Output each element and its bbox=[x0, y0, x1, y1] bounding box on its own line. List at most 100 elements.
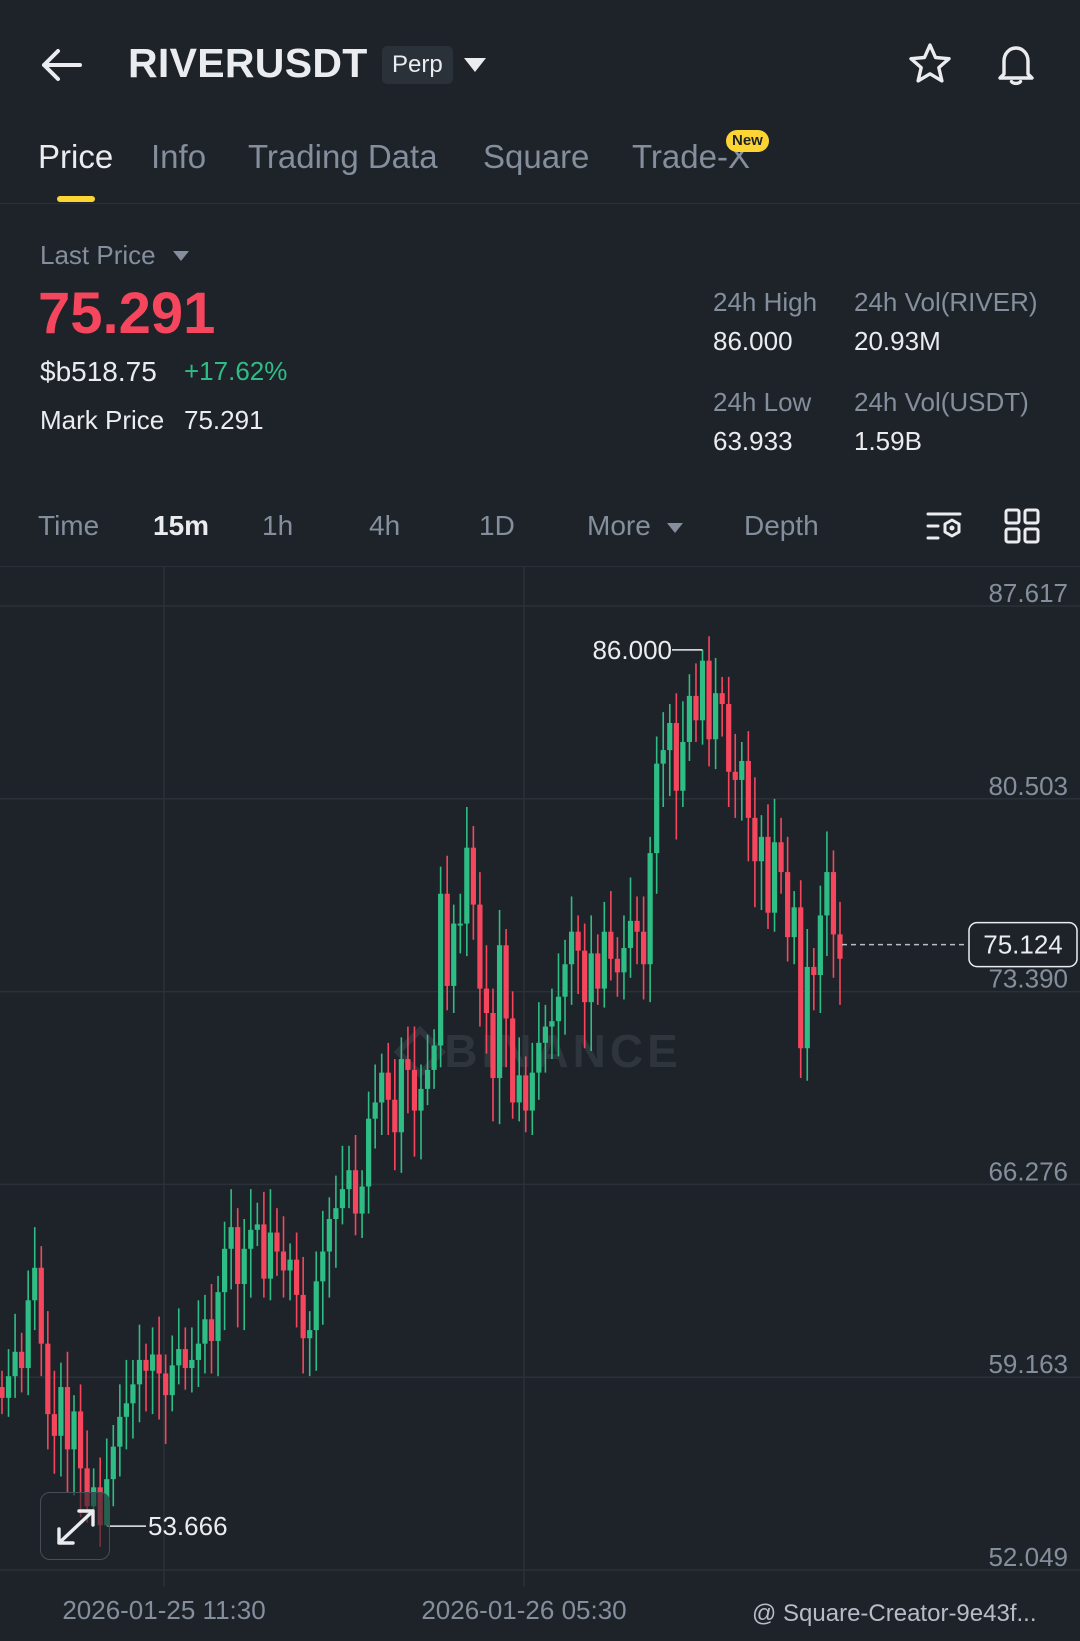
candle bbox=[372, 1102, 378, 1119]
tab-info[interactable]: Info bbox=[151, 138, 207, 175]
star-icon[interactable] bbox=[906, 40, 954, 88]
candle bbox=[64, 1387, 71, 1450]
candle bbox=[320, 1251, 326, 1282]
candle bbox=[385, 1072, 391, 1100]
candle bbox=[824, 872, 830, 916]
candle bbox=[575, 931, 581, 951]
candle bbox=[117, 1416, 123, 1447]
caret-down-icon[interactable] bbox=[462, 56, 488, 74]
candle bbox=[438, 893, 444, 1046]
tab-depth[interactable]: Depth bbox=[744, 510, 819, 541]
candle bbox=[614, 958, 621, 973]
active-tab-indicator bbox=[57, 196, 95, 202]
candle bbox=[215, 1292, 221, 1341]
tab-trading-data[interactable]: Trading Data bbox=[248, 138, 438, 175]
candle bbox=[202, 1319, 208, 1344]
bell-icon[interactable] bbox=[992, 40, 1040, 88]
price-axis-label: 73.390 bbox=[988, 964, 1068, 994]
candle bbox=[228, 1227, 234, 1249]
last-price-value: 75.291 bbox=[38, 281, 216, 346]
candle bbox=[411, 1069, 418, 1111]
divider bbox=[0, 566, 1080, 567]
caret-down-icon[interactable] bbox=[172, 249, 190, 261]
candle bbox=[405, 1059, 411, 1070]
candle bbox=[791, 907, 797, 938]
last-price-label[interactable]: Last Price bbox=[40, 240, 156, 270]
candle bbox=[261, 1224, 267, 1279]
price-axis-label: 59.163 bbox=[988, 1349, 1068, 1379]
candle bbox=[771, 842, 778, 913]
high-marker-label: 86.000 bbox=[592, 635, 672, 665]
vol-river-label: 24h Vol(RIVER) bbox=[854, 287, 1038, 317]
tab-square[interactable]: Square bbox=[483, 138, 590, 175]
candle bbox=[660, 750, 666, 764]
candle bbox=[208, 1319, 215, 1341]
candle bbox=[169, 1365, 175, 1396]
interval-1d[interactable]: 1D bbox=[479, 510, 515, 541]
candle bbox=[549, 1021, 555, 1027]
candle bbox=[811, 966, 817, 976]
candle bbox=[156, 1354, 162, 1374]
candle bbox=[634, 920, 640, 932]
interval-15m[interactable]: 15m bbox=[153, 510, 210, 541]
candle bbox=[352, 1170, 359, 1214]
candle bbox=[608, 931, 614, 959]
candle bbox=[241, 1248, 247, 1285]
candle bbox=[516, 1075, 522, 1103]
price-axis-label: 52.049 bbox=[988, 1542, 1068, 1572]
tab-price[interactable]: Price bbox=[38, 138, 114, 175]
usd-price: $b518.75 bbox=[40, 356, 157, 387]
candlestick-chart[interactable]: BINANCE 86.000 53.666 87.617 80.503 73.390 66.… bbox=[0, 567, 1080, 1641]
low-24h-label: 24h Low bbox=[713, 387, 812, 417]
current-price-box bbox=[968, 921, 1078, 968]
candle bbox=[640, 931, 647, 965]
candle bbox=[752, 817, 758, 862]
candle bbox=[817, 915, 823, 976]
candle bbox=[601, 931, 607, 989]
interval-time[interactable]: Time bbox=[38, 510, 100, 541]
candle bbox=[71, 1411, 77, 1450]
symbol-title[interactable]: RIVERUSDT bbox=[128, 40, 368, 86]
back-arrow-icon[interactable] bbox=[36, 40, 88, 90]
candle bbox=[699, 660, 706, 721]
candle bbox=[693, 695, 699, 721]
high-24h-value: 86.000 bbox=[713, 326, 793, 356]
vol-usdt-label: 24h Vol(USDT) bbox=[854, 387, 1029, 417]
candle bbox=[274, 1232, 280, 1252]
candle bbox=[686, 695, 693, 742]
candle bbox=[51, 1414, 57, 1436]
candle bbox=[477, 904, 483, 989]
candle bbox=[280, 1251, 287, 1271]
candle bbox=[739, 760, 745, 780]
candle bbox=[457, 923, 463, 926]
candle bbox=[562, 964, 568, 997]
candle bbox=[300, 1294, 306, 1339]
candle bbox=[830, 872, 837, 935]
candle bbox=[398, 1059, 404, 1133]
candle bbox=[837, 934, 843, 959]
change-percent: +17.62% bbox=[184, 356, 288, 386]
contract-type-badge: Perp bbox=[382, 46, 453, 84]
interval-4h[interactable]: 4h bbox=[369, 510, 401, 541]
candle bbox=[418, 1088, 424, 1111]
price-axis-label: 87.617 bbox=[988, 578, 1068, 608]
candle bbox=[392, 1099, 398, 1133]
high-24h-label: 24h High bbox=[713, 287, 818, 317]
candle bbox=[785, 872, 791, 938]
candle bbox=[647, 853, 653, 965]
price-axis-label: 80.503 bbox=[988, 771, 1068, 801]
page-tabs: Price Info Trading Data Square Trade-X N… bbox=[0, 128, 1080, 204]
grid-layout-icon[interactable] bbox=[1002, 506, 1042, 546]
expand-icon[interactable] bbox=[40, 1492, 110, 1560]
caret-down-icon[interactable] bbox=[666, 521, 684, 533]
candle bbox=[627, 920, 634, 948]
candle bbox=[58, 1387, 64, 1436]
interval-1h[interactable]: 1h bbox=[262, 510, 294, 541]
low-marker-label: 53.666 bbox=[148, 1511, 228, 1541]
candle bbox=[470, 847, 476, 905]
candle bbox=[680, 741, 686, 791]
candle bbox=[189, 1359, 195, 1369]
candle bbox=[503, 945, 509, 1019]
indicator-settings-icon[interactable] bbox=[924, 506, 964, 546]
interval-more[interactable]: More bbox=[587, 510, 651, 541]
